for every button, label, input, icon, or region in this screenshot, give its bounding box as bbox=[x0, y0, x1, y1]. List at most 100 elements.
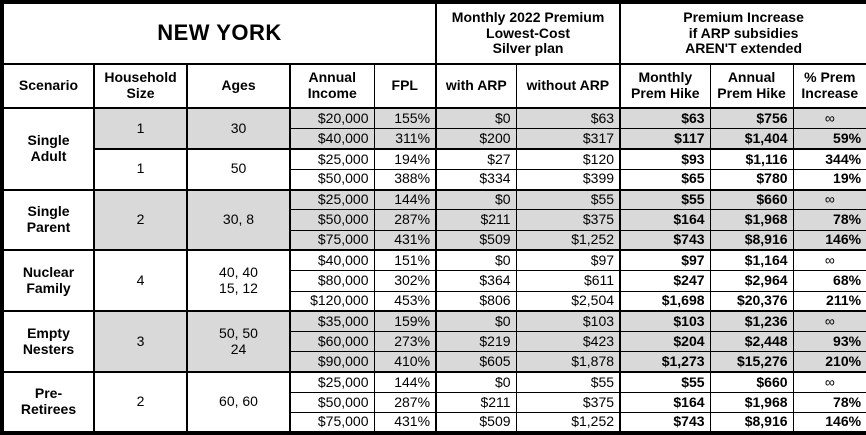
col-header-ages: Ages bbox=[186, 62, 291, 109]
with-arp-cell: $0 bbox=[435, 249, 517, 272]
annual-hike-cell: $1,236 bbox=[709, 310, 794, 333]
fpl-cell: 410% bbox=[373, 351, 437, 373]
annual-income-cell: $80,000 bbox=[289, 270, 375, 292]
pct-increase-cell: ∞ bbox=[792, 310, 866, 333]
household-size-cell: 2 bbox=[93, 188, 188, 251]
pct-increase-cell: ∞ bbox=[792, 371, 866, 393]
annual-hike-cell: $660 bbox=[709, 188, 794, 211]
without-arp-cell: $375 bbox=[515, 209, 621, 231]
annual-hike-cell: $2,448 bbox=[709, 331, 794, 353]
annual-income-cell: $50,000 bbox=[289, 209, 375, 231]
table-title: NEW YORK bbox=[1, 1, 437, 65]
household-size-cell: 4 bbox=[93, 249, 188, 312]
ages-cell: 50, 50 24 bbox=[186, 310, 291, 373]
fpl-cell: 388% bbox=[373, 168, 437, 191]
annual-hike-cell: $1,404 bbox=[709, 128, 794, 150]
section-header-premium: Monthly 2022 Premium Lowest-Cost Silver … bbox=[435, 1, 621, 65]
household-size-cell: 1 bbox=[93, 107, 188, 150]
with-arp-cell: $27 bbox=[435, 148, 517, 170]
top-header-row: NEW YORK Monthly 2022 Premium Lowest-Cos… bbox=[1, 1, 866, 65]
fpl-cell: 155% bbox=[373, 107, 437, 130]
annual-hike-cell: $660 bbox=[709, 371, 794, 393]
table-row: Nuclear Family 4 40, 40 15, 12 $40,000 1… bbox=[1, 249, 866, 312]
with-arp-cell: $0 bbox=[435, 188, 517, 211]
annual-hike-cell: $1,968 bbox=[709, 391, 794, 414]
ages-cell: 60, 60 bbox=[186, 371, 291, 434]
with-arp-cell: $219 bbox=[435, 331, 517, 353]
annual-income-cell: $75,000 bbox=[289, 412, 375, 434]
annual-income-cell: $40,000 bbox=[289, 249, 375, 272]
annual-hike-cell: $1,116 bbox=[709, 148, 794, 170]
fpl-cell: 287% bbox=[373, 209, 437, 231]
with-arp-cell: $364 bbox=[435, 270, 517, 292]
without-arp-cell: $63 bbox=[515, 107, 621, 130]
with-arp-cell: $0 bbox=[435, 310, 517, 333]
pct-increase-cell: ∞ bbox=[792, 188, 866, 211]
without-arp-cell: $1,878 bbox=[515, 351, 621, 373]
pct-increase-cell: ∞ bbox=[792, 249, 866, 272]
household-size-cell: 3 bbox=[93, 310, 188, 373]
without-arp-cell: $97 bbox=[515, 249, 621, 272]
annual-income-cell: $50,000 bbox=[289, 391, 375, 414]
table-row: Empty Nesters 3 50, 50 24 $35,000 159% $… bbox=[1, 310, 866, 373]
without-arp-cell: $423 bbox=[515, 331, 621, 353]
fpl-cell: 194% bbox=[373, 148, 437, 170]
monthly-hike-cell: $247 bbox=[619, 270, 711, 292]
fpl-cell: 159% bbox=[373, 310, 437, 333]
monthly-hike-cell: $204 bbox=[619, 331, 711, 353]
col-header-with-arp: with ARP bbox=[435, 62, 517, 109]
pct-increase-cell: 146% bbox=[792, 229, 866, 251]
with-arp-cell: $605 bbox=[435, 351, 517, 373]
pct-increase-cell: ∞ bbox=[792, 107, 866, 130]
without-arp-cell: $399 bbox=[515, 168, 621, 191]
fpl-cell: 144% bbox=[373, 188, 437, 211]
household-size-cell: 1 bbox=[93, 148, 188, 191]
monthly-hike-cell: $55 bbox=[619, 188, 711, 211]
monthly-hike-cell: $164 bbox=[619, 209, 711, 231]
annual-income-cell: $40,000 bbox=[289, 128, 375, 150]
col-header-household-size: Household Size bbox=[93, 62, 188, 109]
table-row: $60,000 273% $219 $423 $204 $2,448 93% bbox=[2, 331, 866, 353]
table-row: $50,000 287% $211 $375 $164 $1,968 78% bbox=[2, 391, 866, 414]
annual-income-cell: $35,000 bbox=[289, 310, 375, 333]
table-row: $75,000 431% $509 $1,252 $743 $8,916 146… bbox=[2, 412, 866, 434]
col-header-without-arp: without ARP bbox=[515, 62, 621, 109]
with-arp-cell: $806 bbox=[435, 290, 517, 312]
fpl-cell: 151% bbox=[373, 249, 437, 272]
col-header-monthly-prem-hike: Monthly Prem Hike bbox=[619, 62, 711, 109]
pct-increase-cell: 211% bbox=[792, 290, 866, 312]
column-header-row: Scenario Household Size Ages Annual Inco… bbox=[1, 62, 866, 109]
annual-income-cell: $25,000 bbox=[289, 148, 375, 170]
table-row: Pre- Retirees 2 60, 60 $25,000 144% $0 $… bbox=[1, 371, 866, 434]
scenario-cell: Nuclear Family bbox=[1, 249, 95, 312]
with-arp-cell: $0 bbox=[435, 371, 517, 393]
pct-increase-cell: 78% bbox=[792, 391, 866, 414]
scenario-cell: Single Adult bbox=[1, 107, 95, 191]
monthly-hike-cell: $93 bbox=[619, 148, 711, 170]
without-arp-cell: $55 bbox=[515, 188, 621, 211]
annual-income-cell: $120,000 bbox=[289, 290, 375, 312]
pct-increase-cell: 19% bbox=[792, 168, 866, 191]
annual-hike-cell: $1,164 bbox=[709, 249, 794, 272]
monthly-hike-cell: $117 bbox=[619, 128, 711, 150]
annual-hike-cell: $780 bbox=[709, 168, 794, 191]
ages-cell: 40, 40 15, 12 bbox=[186, 249, 291, 312]
annual-hike-cell: $8,916 bbox=[709, 412, 794, 434]
without-arp-cell: $1,252 bbox=[515, 229, 621, 251]
monthly-hike-cell: $63 bbox=[619, 107, 711, 130]
fpl-cell: 431% bbox=[373, 229, 437, 251]
fpl-cell: 431% bbox=[373, 412, 437, 434]
col-header-pct-prem-increase: % Prem Increase bbox=[792, 62, 866, 109]
table-row: Single Adult 1 30 $20,000 155% $0 $63 $6… bbox=[1, 107, 866, 191]
fpl-cell: 273% bbox=[373, 331, 437, 353]
monthly-hike-cell: $55 bbox=[619, 371, 711, 393]
annual-hike-cell: $15,276 bbox=[709, 351, 794, 373]
fpl-cell: 453% bbox=[373, 290, 437, 312]
without-arp-cell: $2,504 bbox=[515, 290, 621, 312]
col-header-annual-income: Annual Income bbox=[289, 62, 375, 109]
annual-hike-cell: $8,916 bbox=[709, 229, 794, 251]
ages-cell: 30 bbox=[186, 107, 291, 150]
annual-hike-cell: $1,968 bbox=[709, 209, 794, 231]
monthly-hike-cell: $164 bbox=[619, 391, 711, 414]
